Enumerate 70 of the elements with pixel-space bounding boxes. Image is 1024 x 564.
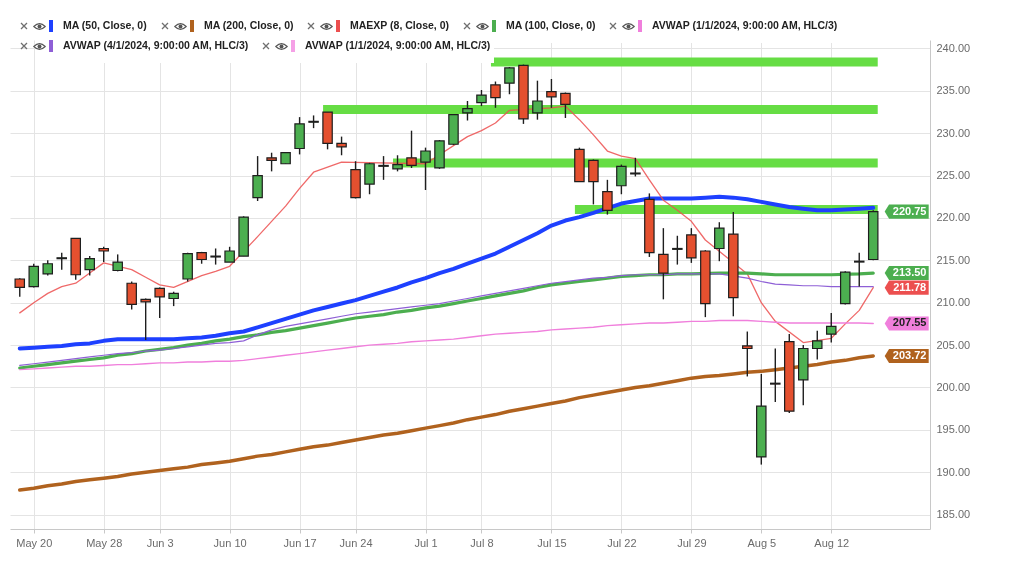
candlestick [602, 179, 613, 216]
x-tick-label: Jun 3 [146, 536, 174, 549]
text: 220.75 [892, 204, 927, 217]
candlestick [770, 347, 781, 403]
line-series [18, 354, 875, 492]
x-tick-label: Jun 10 [213, 536, 247, 549]
line-series [19, 319, 874, 371]
data-label: 211.78 [893, 280, 927, 293]
x-tick-label: Jul 29 [677, 536, 707, 549]
legend-label: AVWAP (1/1/2024, 9:00:00 AM, HLC/3) [652, 19, 838, 31]
x-tick-label: Jul 8 [470, 536, 494, 549]
y-tick-label: 205.00 [936, 338, 971, 351]
x-tick-label: Jul 1 [414, 536, 438, 549]
candlestick [504, 66, 515, 95]
x-tick-label: May 20 [16, 536, 53, 549]
y-tick-label: 215.00 [936, 253, 971, 266]
x-tick-label: Jun 17 [283, 536, 317, 549]
x-tick-label: Aug 12 [814, 536, 850, 549]
line-series [17, 194, 876, 351]
y-tick-label: 220.00 [936, 211, 971, 224]
candlestick [560, 91, 571, 119]
candlestick [406, 129, 417, 169]
candlestick [672, 235, 683, 266]
candlestick [616, 163, 627, 195]
candlestick [336, 135, 347, 156]
candlestick [84, 255, 95, 277]
y-tick-label: 230.00 [936, 126, 971, 139]
legend-label: MAEXP (8, Close, 0) [350, 19, 450, 31]
candlestick [588, 158, 599, 206]
y-tick-label: 210.00 [936, 296, 971, 309]
x-tick-label: Jun 24 [339, 536, 373, 549]
data-label: 213.50 [892, 266, 927, 279]
legend-label: AVWAP (1/1/2024, 9:00:00 AM, HLC/3) [305, 39, 491, 51]
legend-label: MA (50, Close, 0) [63, 19, 147, 31]
candlestick [714, 221, 725, 262]
legend-label: MA (100, Close, 0) [506, 19, 596, 31]
candlestick [686, 227, 697, 264]
candlestick [420, 146, 431, 191]
y-tick-label: 190.00 [936, 465, 971, 478]
candlestick [462, 100, 473, 122]
candlestick [812, 329, 823, 361]
candlestick [658, 227, 669, 301]
data-label: 207.55 [892, 316, 927, 329]
candlestick [140, 297, 151, 341]
y-tick-label: 235.00 [936, 84, 971, 97]
candlestick [532, 79, 543, 121]
y-tick-label: 200.00 [936, 380, 971, 393]
candlestick [364, 162, 375, 195]
x-tick-label: Aug 5 [747, 536, 777, 549]
candlestick [266, 152, 277, 173]
candlestick [154, 286, 165, 319]
y-tick-label: 185.00 [936, 508, 971, 521]
candlestick [490, 80, 501, 109]
candlestick [546, 78, 557, 109]
y-tick-label: 225.00 [936, 169, 971, 182]
y-tick-label: 195.00 [936, 423, 971, 436]
candlestick [630, 157, 641, 178]
candlestick [252, 155, 263, 202]
legend-label: MA (200, Close, 0) [204, 19, 294, 31]
x-tick-label: Jul 15 [537, 536, 567, 549]
candlestick [742, 330, 753, 378]
x-tick-label: May 28 [86, 536, 123, 549]
candlestick [825, 312, 837, 344]
candlestick [126, 280, 137, 311]
x-tick-label: Jul 22 [607, 536, 637, 549]
data-label: 203.72 [892, 348, 927, 361]
candlestick [378, 155, 389, 181]
legend-label: AVWAP (4/1/2024, 9:00:00 AM, HLC/3) [63, 39, 249, 51]
y-tick-label: 240.00 [936, 41, 971, 54]
candlestick [14, 277, 26, 298]
